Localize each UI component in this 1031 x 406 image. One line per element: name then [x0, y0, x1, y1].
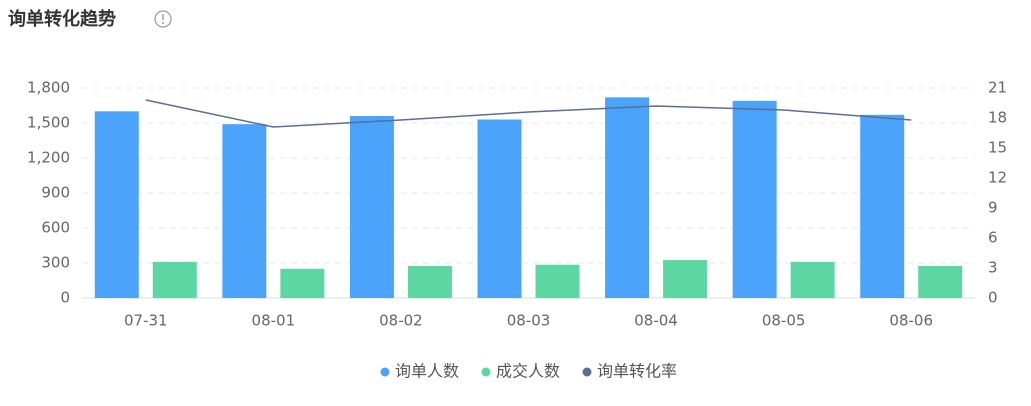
- bar: [605, 97, 650, 298]
- y-tick-label: 1,500: [27, 114, 70, 132]
- chart-title: 询单转化趋势: [8, 8, 116, 30]
- bar: [663, 260, 708, 298]
- bar: [280, 268, 325, 298]
- y2-tick-label: 3: [988, 259, 998, 277]
- y-tick-label: 1,800: [27, 79, 70, 97]
- legend-label: 询单人数: [395, 362, 459, 381]
- info-icon[interactable]: [154, 10, 172, 28]
- bar: [790, 261, 835, 298]
- legend-label: 成交人数: [496, 362, 560, 381]
- y2-tick-label: 18: [988, 109, 1007, 127]
- x-tick-label: 08-04: [634, 312, 678, 330]
- bar: [535, 264, 580, 298]
- y-tick-label: 300: [41, 254, 70, 272]
- bar: [477, 119, 522, 298]
- legend: 询单人数 成交人数 询单转化率: [380, 362, 677, 381]
- bar: [407, 265, 452, 298]
- bar: [860, 114, 905, 298]
- x-tick-label: 08-05: [762, 312, 806, 330]
- y2-tick-label: 6: [988, 229, 998, 247]
- x-tick-label: 07-31: [124, 312, 168, 330]
- y2-tick-label: 9: [988, 199, 998, 217]
- y2-tick-label: 21: [988, 79, 1007, 97]
- legend-marker: [380, 367, 390, 377]
- legend-marker: [582, 367, 592, 377]
- y-tick-label: 1,200: [27, 149, 70, 167]
- bar: [222, 124, 267, 299]
- x-tick-label: 08-01: [252, 312, 296, 330]
- y-tick-label: 0: [60, 289, 70, 307]
- bar: [94, 111, 139, 298]
- y-tick-label: 900: [41, 184, 70, 202]
- y2-tick-label: 0: [988, 289, 998, 307]
- legend-marker: [481, 367, 491, 377]
- x-tick-label: 08-02: [379, 312, 423, 330]
- y2-tick-label: 12: [988, 169, 1007, 187]
- line: [145, 99, 912, 128]
- y-tick-label: 600: [41, 219, 70, 237]
- bar: [349, 116, 394, 298]
- bar: [732, 100, 777, 298]
- bar: [152, 261, 197, 298]
- y2-tick-label: 15: [988, 139, 1007, 157]
- bar: [918, 265, 963, 298]
- legend-label: 询单转化率: [597, 362, 677, 381]
- x-tick-label: 08-06: [889, 312, 933, 330]
- x-tick-label: 08-03: [507, 312, 551, 330]
